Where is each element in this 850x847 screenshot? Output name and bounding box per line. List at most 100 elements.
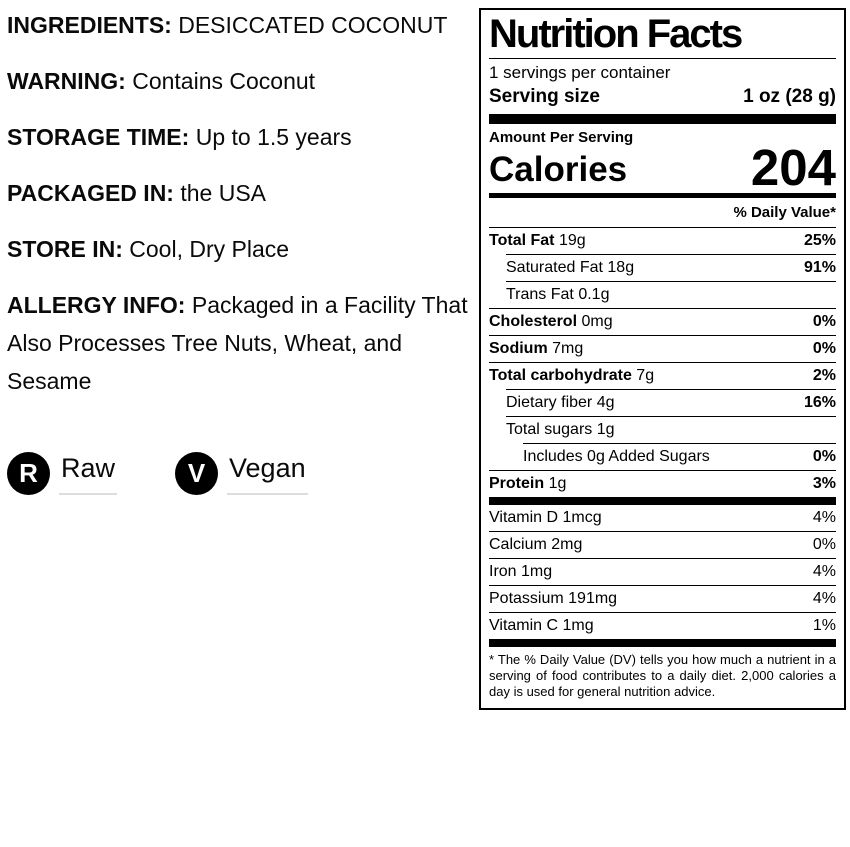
vitamin-amount: 2mg — [551, 536, 583, 553]
vitamin-dv: 4% — [812, 590, 836, 607]
storage-time-label: STORAGE TIME: — [7, 124, 190, 150]
vitamin-dv: 1% — [812, 617, 836, 634]
vitamin-dv: 4% — [812, 509, 836, 526]
nutrient-name: Saturated Fat — [506, 259, 603, 276]
storage-time-value: Up to 1.5 years — [195, 124, 352, 150]
ingredients-label: INGREDIENTS: — [7, 12, 172, 38]
nutrient-row-cholesterol: Cholesterol 0mg 0% — [489, 308, 836, 335]
vegan-badge-label: Vegan — [227, 453, 308, 495]
divider-thick-bar — [489, 114, 836, 124]
nutrient-row-sodium: Sodium 7mg 0% — [489, 335, 836, 362]
nutrient-dv: 0% — [812, 340, 836, 357]
nutrient-row-total-sugars: Total sugars 1g — [506, 416, 836, 443]
calories-value: 204 — [750, 139, 836, 196]
serving-size-label: Serving size — [489, 86, 600, 107]
vitamin-dv: 0% — [812, 536, 836, 553]
ingredients-value: DESICCATED COCONUT — [178, 12, 448, 38]
allergy-info-label: ALLERGY INFO: — [7, 292, 186, 318]
warning-label: WARNING: — [7, 68, 126, 94]
vegan-badge-icon: V — [175, 452, 219, 495]
vitamin-amount: 1mg — [562, 617, 594, 634]
raw-badge-icon: R — [7, 452, 50, 495]
daily-value-header: % Daily Value* — [733, 204, 836, 221]
raw-badge: R Raw — [7, 452, 118, 495]
nutrient-amount: 7mg — [552, 340, 584, 357]
nutrient-name: Trans Fat — [506, 286, 574, 303]
product-info-panel: INGREDIENTS: DESICCATED COCONUT WARNING:… — [7, 6, 480, 495]
warning-paragraph: WARNING: Contains Coconut — [7, 62, 480, 100]
amount-per-serving-label: Amount Per Serving — [489, 129, 634, 146]
allergy-info-value: Packaged in a Facility That Also Process… — [7, 292, 468, 394]
nutrient-dv: 2% — [812, 367, 836, 384]
nutrient-row-saturated-fat: Saturated Fat 18g 91% — [506, 254, 836, 281]
nutrition-facts-title: Nutrition Facts — [489, 12, 836, 59]
raw-badge-label: Raw — [59, 453, 118, 495]
packaged-in-paragraph: PACKAGED IN: the USA — [7, 174, 480, 212]
vitamin-row-potassium: Potassium 191mg 4% — [489, 585, 836, 612]
packaged-in-label: PACKAGED IN: — [7, 180, 174, 206]
allergy-info-paragraph: ALLERGY INFO: Packaged in a Facility Tha… — [7, 286, 480, 400]
nutrient-dv: 3% — [812, 475, 836, 492]
nutrient-name: Includes 0g Added Sugars — [523, 448, 710, 465]
ingredients-paragraph: INGREDIENTS: DESICCATED COCONUT — [7, 6, 480, 44]
nutrient-name: Total Fat — [489, 232, 555, 249]
store-in-paragraph: STORE IN: Cool, Dry Place — [7, 230, 480, 268]
nutrient-name: Total carbohydrate — [489, 367, 632, 384]
nutrient-amount: 19g — [558, 232, 586, 249]
nutrition-facts-label: Nutrition Facts 1 servings per container… — [479, 8, 846, 710]
vitamin-row-iron: Iron 1mg 4% — [489, 558, 836, 585]
vegan-badge: V Vegan — [175, 452, 308, 495]
nutrient-name: Sodium — [489, 340, 548, 357]
nutrient-name: Dietary fiber — [506, 394, 593, 411]
nutrient-name: Protein — [489, 475, 545, 492]
divider-footnote-bar — [489, 639, 836, 647]
nutrient-dv: 0% — [812, 313, 836, 330]
vitamin-name: Vitamin C — [489, 617, 559, 634]
nutrient-row-dietary-fiber: Dietary fiber 4g 16% — [506, 389, 836, 416]
nutrient-row-protein: Protein 1g 3% — [489, 470, 836, 497]
serving-size-row: Serving size 1 oz (28 g) — [489, 84, 836, 114]
warning-value: Contains Coconut — [132, 68, 316, 94]
nutrient-dv: 0% — [812, 448, 836, 465]
store-in-value: Cool, Dry Place — [129, 236, 290, 262]
nutrient-amount: 4g — [596, 394, 615, 411]
vitamin-name: Vitamin D — [489, 509, 559, 526]
nutrient-name: Cholesterol — [489, 313, 578, 330]
daily-value-footnote: * The % Daily Value (DV) tells you how m… — [489, 652, 836, 699]
nutrient-name: Total sugars — [506, 421, 593, 438]
nutrient-row-total-carbohydrate: Total carbohydrate 7g 2% — [489, 362, 836, 389]
nutrient-amount: 18g — [607, 259, 635, 276]
feature-badges: R Raw V Vegan — [7, 452, 480, 495]
vitamin-amount: 1mg — [521, 563, 553, 580]
vitamin-name: Iron — [489, 563, 517, 580]
vitamin-amount: 191mg — [568, 590, 618, 607]
divider-medium-bar — [489, 193, 836, 198]
vitamin-row-vitamin-d: Vitamin D 1mcg 4% — [489, 505, 836, 531]
vitamin-name: Potassium — [489, 590, 564, 607]
nutrient-amount: 1g — [548, 475, 567, 492]
nutrient-amount: 0.1g — [578, 286, 610, 303]
divider-section-bar — [489, 497, 836, 505]
storage-time-paragraph: STORAGE TIME: Up to 1.5 years — [7, 118, 480, 156]
nutrient-row-trans-fat: Trans Fat 0.1g — [506, 281, 836, 308]
nutrient-amount: 7g — [636, 367, 655, 384]
nutrient-dv: 91% — [803, 259, 836, 276]
packaged-in-value: the USA — [180, 180, 267, 206]
serving-size-value: 1 oz (28 g) — [743, 86, 836, 107]
store-in-label: STORE IN: — [7, 236, 123, 262]
vitamins-section: Vitamin D 1mcg 4% Calcium 2mg 0% Iron 1m… — [489, 505, 836, 639]
vitamin-row-calcium: Calcium 2mg 0% — [489, 531, 836, 558]
nutrient-row-added-sugars: Includes 0g Added Sugars 0% — [523, 443, 836, 470]
vitamin-amount: 1mcg — [562, 509, 602, 526]
vitamin-row-vitamin-c: Vitamin C 1mg 1% — [489, 612, 836, 639]
calories-label: Calories — [489, 150, 628, 189]
servings-per-container: 1 servings per container — [489, 63, 671, 82]
nutrient-row-total-fat: Total Fat 19g 25% — [489, 227, 836, 254]
vitamin-dv: 4% — [812, 563, 836, 580]
vitamin-name: Calcium — [489, 536, 547, 553]
nutrient-amount: 0mg — [581, 313, 613, 330]
calories-row: Calories 204 — [489, 139, 836, 196]
nutrient-dv: 25% — [803, 232, 836, 249]
nutrient-dv: 16% — [803, 394, 836, 411]
nutrient-amount: 1g — [596, 421, 615, 438]
